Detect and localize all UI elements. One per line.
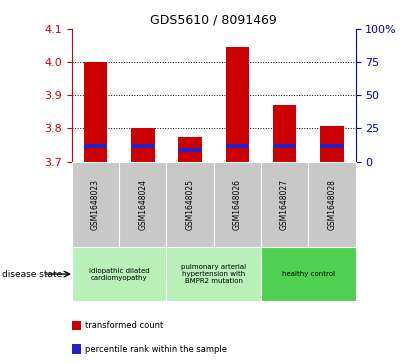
Bar	[308, 162, 356, 247]
Text: percentile rank within the sample: percentile rank within the sample	[85, 345, 227, 354]
Text: GSM1648026: GSM1648026	[233, 179, 242, 230]
Bar	[72, 344, 81, 354]
Text: idiopathic dilated
cardiomyopathy: idiopathic dilated cardiomyopathy	[89, 268, 150, 281]
Bar	[261, 247, 356, 301]
Bar	[84, 61, 107, 162]
Bar	[261, 162, 308, 247]
Bar	[320, 144, 344, 148]
Text: GSM1648028: GSM1648028	[328, 179, 336, 230]
Bar	[72, 321, 81, 330]
Text: healthy control: healthy control	[282, 271, 335, 277]
Bar	[320, 126, 344, 162]
Text: GSM1648023: GSM1648023	[91, 179, 100, 230]
Bar	[178, 137, 202, 162]
Text: disease state: disease state	[2, 270, 62, 278]
Bar	[131, 144, 155, 148]
Bar	[214, 162, 261, 247]
Bar	[131, 129, 155, 162]
Bar	[226, 47, 249, 162]
Bar	[226, 144, 249, 148]
Title: GDS5610 / 8091469: GDS5610 / 8091469	[150, 13, 277, 26]
Bar	[166, 162, 214, 247]
Bar	[119, 162, 166, 247]
Text: pulmonary arterial
hypertension with
BMPR2 mutation: pulmonary arterial hypertension with BMP…	[181, 264, 246, 284]
Text: GSM1648025: GSM1648025	[186, 179, 194, 230]
Text: transformed count: transformed count	[85, 321, 163, 330]
Text: GSM1648027: GSM1648027	[280, 179, 289, 230]
Bar	[166, 247, 261, 301]
Bar	[72, 247, 166, 301]
Bar	[273, 144, 296, 148]
Bar	[273, 105, 296, 162]
Text: GSM1648024: GSM1648024	[139, 179, 147, 230]
Bar	[72, 162, 119, 247]
Bar	[84, 144, 107, 148]
Bar	[178, 148, 202, 152]
